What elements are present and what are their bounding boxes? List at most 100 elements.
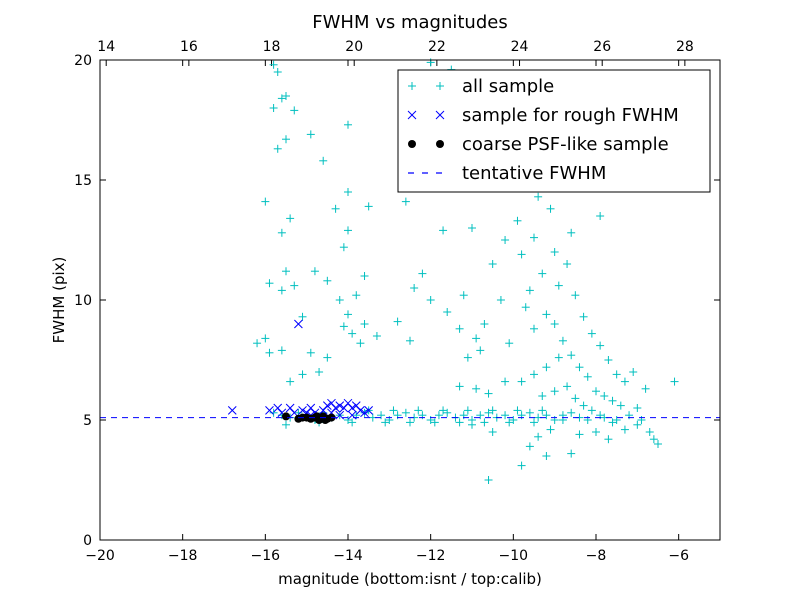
all-sample-point [439, 406, 448, 415]
all-sample-point [339, 243, 348, 252]
all-sample-point [525, 442, 534, 451]
all-sample-point [530, 370, 538, 379]
all-sample-point [455, 324, 464, 333]
all-sample-point [517, 461, 526, 470]
y-tick-label: 5 [83, 413, 92, 429]
all-sample-point [298, 312, 307, 321]
x-tick-label: −6 [668, 548, 689, 564]
all-sample-point [521, 303, 530, 312]
all-sample-point [633, 420, 642, 429]
all-sample-point [344, 310, 352, 319]
all-sample-point [558, 336, 567, 345]
all-sample-point [488, 428, 497, 436]
all-sample-point [480, 320, 489, 328]
all-sample-point [513, 216, 522, 225]
rough-sample-point [360, 408, 369, 418]
rough-sample-point [335, 401, 345, 410]
all-sample-point [484, 476, 493, 484]
all-sample-point [348, 329, 357, 338]
all-sample-point [352, 291, 361, 300]
all-sample-point [418, 269, 427, 278]
y-tick-label: 10 [74, 293, 92, 309]
rough-sample-point [298, 406, 307, 415]
all-sample-point [310, 267, 319, 276]
all-sample-point [670, 377, 679, 386]
all-sample-point [335, 296, 344, 304]
all-sample-point [517, 377, 526, 386]
all-sample-point [389, 406, 398, 415]
legend-marker-psf-sample [408, 140, 416, 148]
all-sample-point [608, 396, 617, 405]
all-sample-point [501, 377, 510, 386]
all-sample-point [550, 320, 559, 328]
all-sample-point [393, 317, 402, 326]
all-sample-point [406, 336, 414, 345]
all-sample-point [604, 435, 613, 444]
rough-sample-point [364, 406, 374, 415]
legend-marker-all-sample [436, 82, 444, 90]
all-sample-point [563, 382, 572, 391]
axis-ticks: −20 −18 −16 −14 −12 −10 −8 −6 14 16 18 20 22 24 26 28 0 5… [74, 39, 720, 564]
all-sample-point [480, 418, 489, 427]
all-sample-point [525, 286, 534, 295]
all-sample-point [401, 408, 410, 417]
all-sample-point [633, 404, 642, 412]
x-tick-label: −16 [251, 548, 281, 564]
all-sample-point [298, 370, 307, 379]
all-sample-point [579, 401, 588, 410]
all-sample-point [463, 406, 472, 415]
all-sample-point [538, 269, 547, 278]
rough-sample-point [347, 403, 357, 413]
psf-sample-point [313, 412, 321, 421]
all-sample-point [546, 204, 555, 213]
all-sample-point [434, 411, 443, 420]
all-sample-point [401, 197, 410, 206]
all-sample-point [282, 135, 290, 144]
top-tick-label: 18 [263, 39, 281, 55]
all-sample-point [530, 324, 538, 333]
top-tick-label: 14 [97, 39, 115, 55]
all-sample-point [654, 440, 662, 448]
all-sample-point [612, 370, 621, 379]
all-sample-point [331, 204, 340, 213]
all-sample-point [277, 94, 286, 103]
all-sample-point [542, 310, 551, 319]
all-sample-point [339, 322, 348, 331]
all-sample-point [542, 452, 551, 460]
all-sample-point [468, 224, 476, 232]
all-sample-point [472, 384, 481, 393]
rough-sample-point [227, 406, 237, 415]
all-sample-point [608, 418, 617, 427]
top-tick-label: 28 [676, 39, 694, 55]
all-sample-point [406, 418, 414, 427]
all-sample-point [290, 281, 299, 290]
all-sample-point [430, 418, 439, 427]
legend-label: all sample [462, 76, 554, 97]
all-sample-point [253, 339, 262, 348]
plot-frame [99, 59, 721, 541]
rough-sample-point [294, 319, 303, 329]
all-sample-point [505, 418, 514, 427]
all-sample-point [344, 188, 352, 196]
legend-marker-rough-sample [407, 110, 417, 120]
all-sample-point [575, 430, 584, 439]
legend-marker-rough-sample [435, 110, 445, 120]
all-sample-point [542, 363, 551, 372]
all-sample-point [269, 60, 278, 69]
y-tick-label: 15 [74, 173, 92, 189]
all-sample-point [426, 296, 435, 304]
all-sample-point [530, 233, 538, 242]
all-sample-point [286, 377, 295, 386]
all-sample-point [517, 250, 526, 259]
chart-title: FWHM vs magnitudes [312, 12, 507, 33]
all-sample-point [381, 418, 390, 427]
all-sample-point [360, 272, 369, 280]
x-tick-label: −10 [499, 548, 529, 564]
all-sample-point [616, 401, 625, 410]
all-sample-point [571, 394, 580, 403]
all-sample-point [587, 406, 596, 415]
all-sample-point [414, 406, 423, 415]
x-tick-label: −18 [168, 548, 198, 564]
all-sample-point [575, 363, 584, 372]
